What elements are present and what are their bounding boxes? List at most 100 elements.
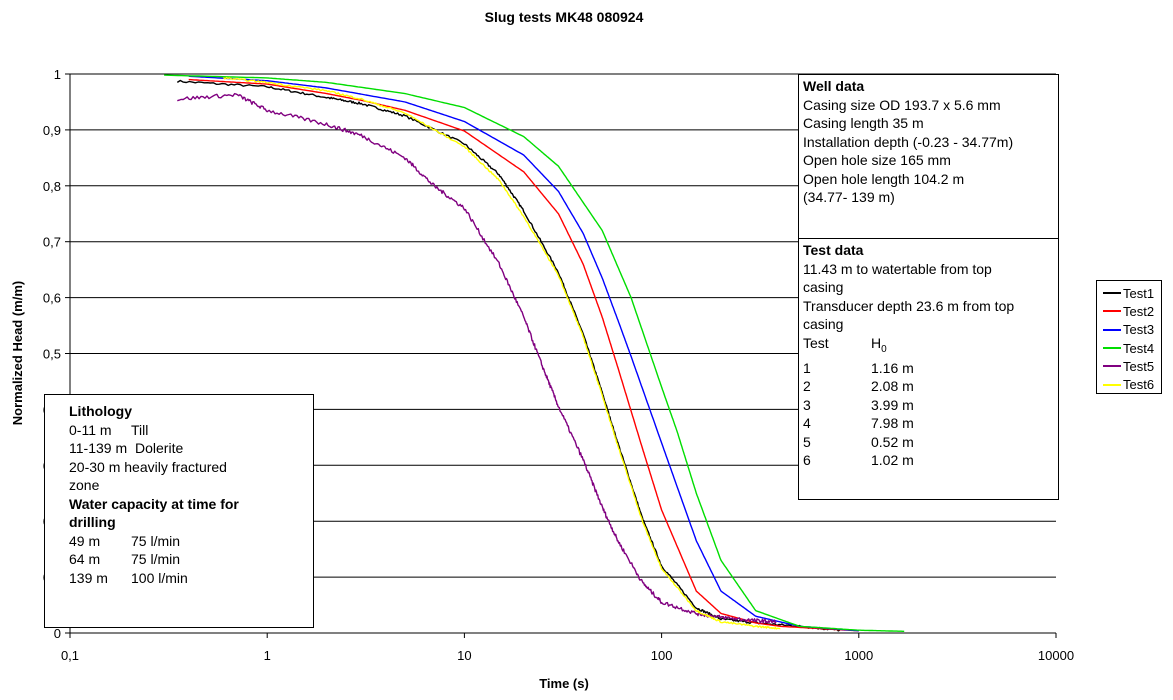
series-line-test3	[188, 75, 859, 632]
test-number: 1	[803, 359, 811, 376]
test-line: casing	[803, 316, 844, 332]
well-line: (34.77- 139 m)	[803, 189, 895, 205]
series-line-test1	[176, 79, 841, 632]
legend-label: Test2	[1123, 303, 1155, 319]
plot-series	[164, 74, 905, 632]
y-tick-label: 0,9	[43, 123, 61, 138]
lithology-rock: Dolerite	[135, 440, 184, 456]
test-table-header: Test H0	[803, 334, 1054, 359]
series-line-test6	[223, 76, 781, 630]
legend-swatch	[1103, 365, 1121, 368]
test-number: 3	[803, 396, 811, 413]
capacity-row: 139 m 100 l/min	[69, 569, 313, 588]
lithology-heading: Lithology	[69, 403, 132, 419]
test-number: 2	[803, 378, 811, 395]
legend-swatch	[1103, 347, 1121, 350]
x-tick-label: 1	[264, 648, 271, 663]
lithology-row: 11-139 m Dolerite	[69, 439, 313, 458]
capacity-rate: 75 l/min	[131, 551, 181, 567]
test-data-section: Test data 11.43 m to watertable from top…	[803, 241, 1054, 470]
lithology-depth: 11-139 m	[69, 440, 128, 456]
y-tick-label: 0,7	[43, 235, 61, 250]
test-number: 4	[803, 415, 811, 432]
y-tick-label: 0,5	[43, 347, 61, 362]
legend-label: Test6	[1123, 377, 1155, 393]
capacity-depth: 49 m	[69, 532, 101, 549]
series-line-test4	[164, 74, 905, 632]
legend-label: Test5	[1123, 358, 1155, 374]
legend-swatch	[1103, 292, 1121, 295]
test-h0: 3.99 m	[871, 396, 914, 413]
test-h0: 7.98 m	[871, 415, 914, 432]
fracture-note: zone	[69, 477, 100, 493]
test-h0: 1.16 m	[871, 359, 914, 376]
test-h0: 1.02 m	[871, 452, 914, 469]
x-tick-label: 0,1	[61, 648, 79, 663]
capacity-heading: Water capacity at time for	[69, 495, 239, 512]
legend-item: Test4	[1097, 339, 1161, 357]
fracture-note: 20-30 m heavily fractured	[69, 458, 227, 475]
x-tick-label: 10	[457, 648, 471, 663]
legend-label: Test1	[1123, 285, 1155, 301]
capacity-heading: drilling	[69, 514, 116, 530]
lithology-row: 0-11 m Till	[69, 421, 313, 440]
y-tick-label: 0	[54, 626, 61, 641]
test-number: 6	[803, 452, 811, 469]
lithology-box: Lithology 0-11 m Till 11-139 m Dolerite 20…	[44, 394, 314, 628]
h0-subscript: 0	[881, 343, 887, 355]
test-number: 5	[803, 433, 811, 450]
legend-label: Test4	[1123, 340, 1155, 356]
capacity-rate: 100 l/min	[131, 569, 188, 586]
legend-item: Test5	[1097, 357, 1161, 375]
test-row: 4 7.98 m	[803, 414, 1054, 433]
box-divider	[799, 238, 1058, 239]
series-line-test2	[188, 78, 859, 632]
capacity-depth: 139 m	[69, 569, 108, 586]
x-tick-label: 1000	[844, 648, 873, 663]
test-line: 11.43 m to watertable from top	[803, 260, 992, 277]
test-row: 3 3.99 m	[803, 396, 1054, 415]
y-tick-label: 0,8	[43, 179, 61, 194]
lithology-rock: Till	[131, 421, 149, 438]
test-line: casing	[803, 279, 844, 295]
legend-item: Test6	[1097, 375, 1161, 393]
lithology-depth: 0-11 m	[69, 421, 112, 438]
x-tick-label: 100	[651, 648, 673, 663]
x-axis-title: Time (s)	[539, 676, 589, 691]
well-data-heading: Well data	[803, 78, 865, 94]
test-row: 6 1.02 m	[803, 451, 1054, 470]
capacity-rate: 75 l/min	[131, 532, 181, 549]
test-h0: 2.08 m	[871, 378, 914, 395]
legend-item: Test3	[1097, 321, 1161, 339]
h0-column-header: H0	[871, 334, 887, 359]
legend-swatch	[1103, 310, 1121, 313]
h0-symbol: H	[871, 334, 882, 351]
x-tick-label: 10000	[1038, 648, 1074, 663]
y-tick-label: 1	[54, 67, 61, 82]
well-line: Installation depth (-0.23 - 34.77m)	[803, 133, 1014, 150]
capacity-row: 64 m 75 l/min	[69, 550, 313, 569]
y-axis-title: Normalized Head (m/m)	[10, 281, 25, 425]
legend-item: Test2	[1097, 302, 1161, 320]
capacity-row: 49 m 75 l/min	[69, 532, 313, 551]
well-line: Casing length 35 m	[803, 115, 924, 131]
well-and-test-data-box: Well data Casing size OD 193.7 x 5.6 mm …	[798, 74, 1059, 500]
series-line-test5	[177, 92, 777, 624]
chart-title: Slug tests MK48 080924	[485, 9, 644, 25]
test-h0: 0.52 m	[871, 433, 914, 450]
test-row: 1 1.16 m	[803, 359, 1054, 378]
well-line: Casing size OD 193.7 x 5.6 mm	[803, 96, 1001, 113]
y-tick-label: 0,6	[43, 291, 61, 306]
test-column-header: Test	[803, 334, 829, 351]
well-line: Open hole size 165 mm	[803, 152, 951, 168]
test-data-heading: Test data	[803, 242, 864, 258]
test-row: 5 0.52 m	[803, 433, 1054, 452]
legend-swatch	[1103, 328, 1121, 331]
legend-item: Test1	[1097, 284, 1161, 302]
test-line: Transducer depth 23.6 m from top	[803, 297, 1015, 314]
legend: Test1 Test2 Test3 Test4 Test5 Test6	[1096, 280, 1162, 394]
legend-label: Test3	[1123, 322, 1155, 338]
legend-swatch	[1103, 383, 1121, 386]
test-row: 2 2.08 m	[803, 377, 1054, 396]
